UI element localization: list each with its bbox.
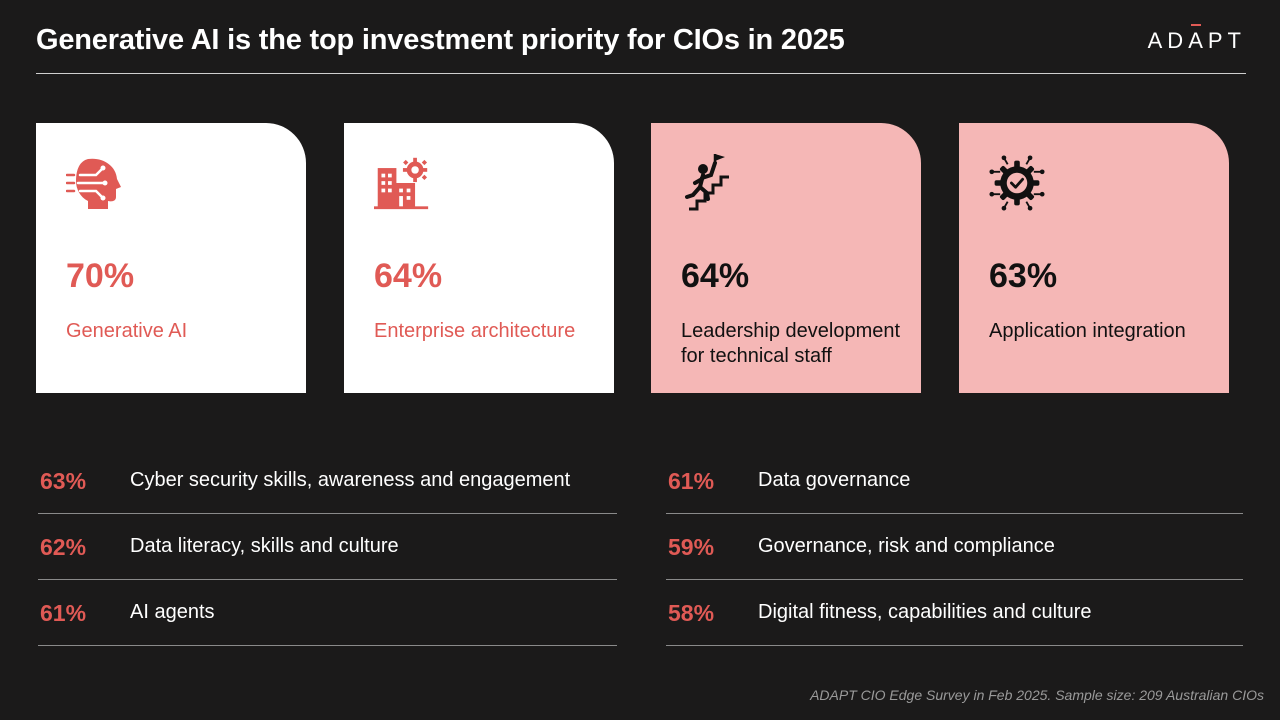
gear-check-network-icon xyxy=(989,155,1045,211)
logo-text-accent: A xyxy=(1188,24,1208,53)
ai-head-icon xyxy=(66,158,121,209)
list-item-percentage: 61% xyxy=(668,468,715,494)
source-footnote: ADAPT CIO Edge Survey in Feb 2025. Sampl… xyxy=(810,687,1264,703)
list-item-percentage: 62% xyxy=(40,534,87,560)
list-item-percentage: 59% xyxy=(668,534,715,560)
list-item-percentage: 61% xyxy=(40,600,87,626)
card-percentage: 70% xyxy=(66,257,135,295)
card-label: Application integration xyxy=(989,320,1186,342)
list-item: 62% Data literacy, skills and culture xyxy=(38,514,617,580)
list-item-percentage: 63% xyxy=(40,468,87,494)
list-item: 61% AI agents xyxy=(38,580,617,646)
card-percentage: 63% xyxy=(989,257,1058,295)
priority-card-leadership-development: 64% Leadership development for technical… xyxy=(651,123,921,393)
title-divider xyxy=(36,73,1246,74)
list-item-label: Data literacy, skills and culture xyxy=(130,535,399,557)
priority-card-application-integration: 63% Application integration xyxy=(959,123,1229,393)
logo-text-end: PT xyxy=(1207,28,1246,53)
page-title: Generative AI is the top investment prio… xyxy=(36,24,845,56)
priority-card-enterprise-architecture: 64% Enterprise architecture xyxy=(344,123,614,393)
card-label: Enterprise architecture xyxy=(374,320,576,342)
logo-text-start: AD xyxy=(1147,28,1189,53)
list-item: 59% Governance, risk and compliance xyxy=(666,514,1243,580)
card-percentage: 64% xyxy=(374,257,443,295)
list-item-label: Data governance xyxy=(758,469,911,491)
building-gear-icon xyxy=(374,157,429,210)
list-item: 61% Data governance xyxy=(666,448,1243,514)
card-percentage: 64% xyxy=(681,257,750,295)
list-item-label: Governance, risk and compliance xyxy=(758,535,1055,557)
card-label: Generative AI xyxy=(66,320,188,342)
list-item: 63% Cyber security skills, awareness and… xyxy=(38,448,617,514)
adapt-logo: ADAPT xyxy=(1147,24,1246,54)
list-item-percentage: 58% xyxy=(668,600,715,626)
list-item-label: AI agents xyxy=(130,601,215,623)
priority-card-generative-ai: 70% Generative AI xyxy=(36,123,306,393)
card-label: Leadership development for technical sta… xyxy=(681,320,901,367)
climbing-stairs-flag-icon xyxy=(685,154,729,211)
list-item: 58% Digital fitness, capabilities and cu… xyxy=(666,580,1243,646)
list-item-label: Cyber security skills, awareness and eng… xyxy=(130,469,571,491)
list-item-label: Digital fitness, capabilities and cultur… xyxy=(758,601,1092,623)
